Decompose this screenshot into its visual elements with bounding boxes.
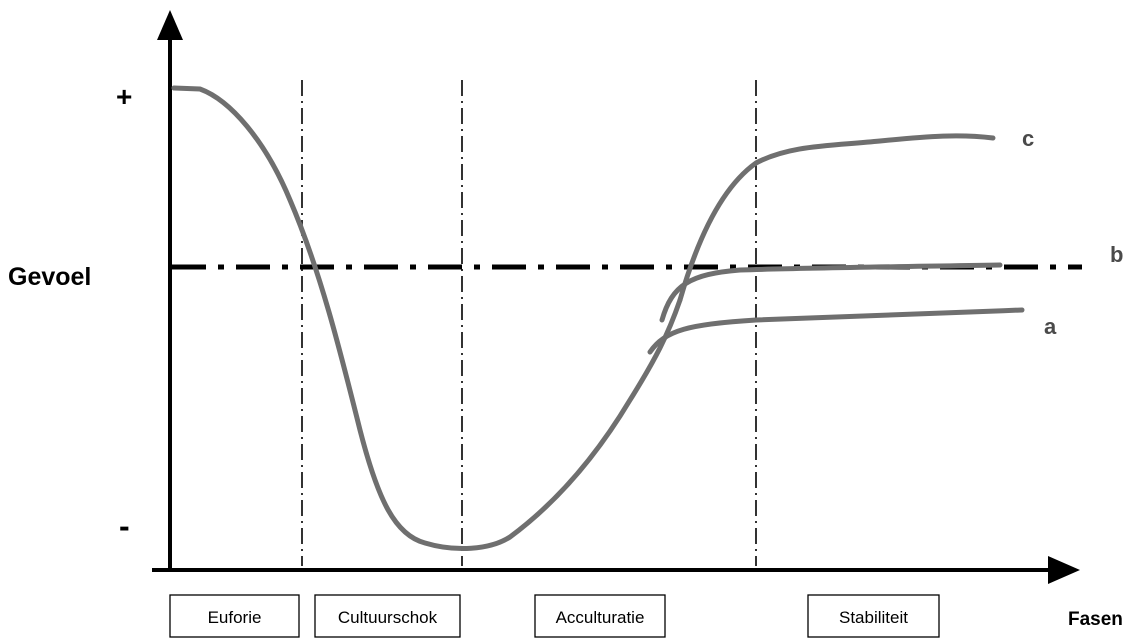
curve-label-a: a [1044,314,1057,339]
phase-box-euforie: Euforie [169,594,300,638]
phase-label-stabiliteit: Stabiliteit [839,608,908,627]
curve-a [647,307,1025,355]
curve-label-b: b [1110,242,1123,267]
x-axis-title: Fasen [1068,609,1123,630]
x-axis-arrow-icon [1048,556,1080,584]
y-axis-title: Gevoel [8,263,91,291]
phase-box-cultuurschok: Cultuurschok [314,594,461,638]
curve-label-c: c [1022,126,1034,151]
curve-c [677,133,996,303]
phase-label-cultuurschok: Cultuurschok [338,608,438,627]
y-axis-positive-label: + [116,81,132,112]
y-axis-arrow-icon [157,10,183,40]
curve-b [659,262,1003,323]
phase-box-stabiliteit: Stabiliteit [807,594,940,638]
main-curve [171,85,683,552]
phase-label-euforie: Euforie [208,608,262,627]
phase-box-acculturatie: Acculturatie [534,594,666,638]
phase-label-acculturatie: Acculturatie [556,608,645,627]
y-axis-negative-label: - [119,508,130,544]
